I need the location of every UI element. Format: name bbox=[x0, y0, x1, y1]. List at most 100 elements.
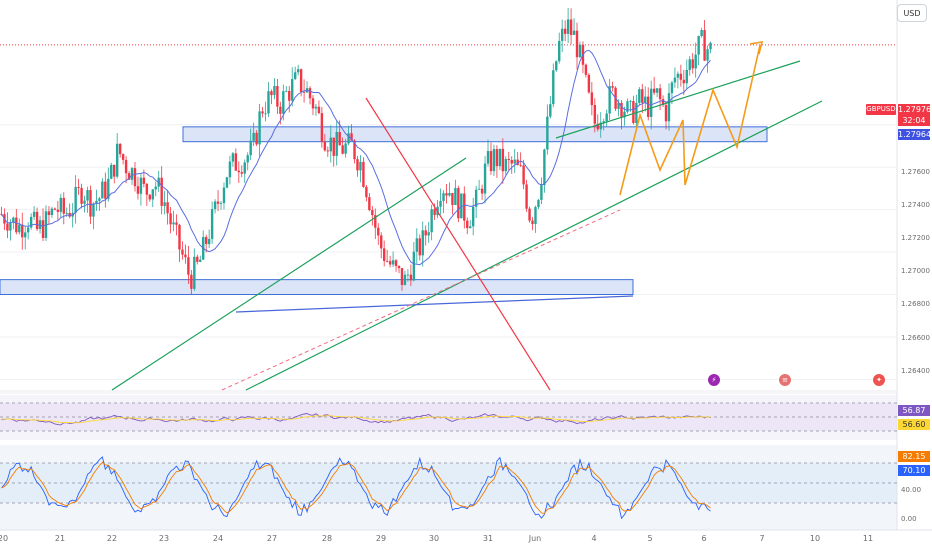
candle-body bbox=[118, 143, 122, 155]
candle-body bbox=[166, 202, 169, 214]
candle-body bbox=[308, 88, 312, 99]
candle-body bbox=[667, 93, 671, 122]
candle-body bbox=[127, 173, 131, 180]
stoch-k-badge: 82.15 bbox=[898, 451, 930, 462]
candle-body bbox=[293, 72, 297, 80]
candle-body bbox=[172, 222, 175, 225]
candle-body bbox=[575, 30, 579, 58]
candle-body bbox=[593, 105, 597, 124]
candle-body bbox=[213, 201, 217, 210]
stoch-d-badge: 70.10 bbox=[898, 465, 930, 476]
candle-body bbox=[549, 104, 552, 117]
candle-body bbox=[442, 193, 445, 201]
candle-body bbox=[501, 148, 505, 172]
candle-body bbox=[104, 181, 107, 199]
candle-body bbox=[371, 210, 374, 216]
candle-body bbox=[555, 61, 558, 71]
candle-body bbox=[424, 230, 427, 236]
candle-body bbox=[558, 40, 561, 62]
candle-body bbox=[347, 133, 350, 144]
candle-body bbox=[210, 209, 214, 239]
candle-body bbox=[21, 224, 24, 238]
candle-body bbox=[412, 251, 416, 281]
candle-body bbox=[237, 170, 241, 173]
candle-body bbox=[311, 98, 315, 109]
candle-body bbox=[670, 82, 674, 94]
candle-body bbox=[136, 186, 140, 194]
candle-body bbox=[258, 111, 261, 145]
candle-body bbox=[24, 232, 27, 238]
candle-body bbox=[385, 260, 389, 262]
candle-body bbox=[448, 193, 451, 196]
candle-body bbox=[489, 151, 493, 172]
candle-body bbox=[457, 188, 460, 219]
candle-body bbox=[406, 274, 410, 276]
candle-body bbox=[531, 220, 534, 225]
candle-body bbox=[89, 190, 92, 217]
candle-body bbox=[252, 132, 255, 141]
candle-body bbox=[59, 197, 63, 212]
candle-body bbox=[74, 186, 77, 213]
time-axis-label: 28 bbox=[321, 534, 333, 543]
candle-body bbox=[421, 230, 424, 256]
candle-body bbox=[418, 238, 421, 256]
time-axis-label: 4 bbox=[591, 534, 597, 543]
time-axis-label: 31 bbox=[482, 534, 494, 543]
candle-body bbox=[86, 190, 89, 201]
candle-body bbox=[288, 90, 291, 101]
candle-body bbox=[50, 208, 54, 215]
candle-body bbox=[6, 223, 9, 231]
candle-body bbox=[279, 106, 282, 114]
candle-body bbox=[142, 177, 146, 184]
candle-body bbox=[658, 88, 662, 100]
candle-body bbox=[243, 162, 246, 174]
candle-body bbox=[199, 259, 202, 262]
time-axis-label: 21 bbox=[54, 534, 66, 543]
candle-body bbox=[439, 200, 442, 207]
candle-body bbox=[415, 238, 419, 252]
time-axis-label: Jun bbox=[528, 534, 542, 543]
candle-body bbox=[332, 137, 335, 156]
candle-body bbox=[276, 86, 279, 107]
candle-body bbox=[225, 177, 229, 188]
candle-body bbox=[341, 145, 344, 154]
candle-body bbox=[430, 209, 433, 233]
candle-body bbox=[513, 159, 516, 164]
candle-body bbox=[569, 19, 573, 35]
candle-body bbox=[471, 206, 475, 227]
candle-body bbox=[314, 106, 318, 109]
candle-body bbox=[709, 42, 712, 50]
candle-body bbox=[80, 187, 83, 204]
candle-body bbox=[641, 89, 644, 103]
candle-body bbox=[267, 91, 270, 114]
candle-body bbox=[53, 208, 57, 210]
candle-body bbox=[228, 161, 232, 178]
candle-body bbox=[474, 189, 478, 207]
uk-flag-event-icon[interactable]: ✦ bbox=[873, 374, 885, 386]
candle-body bbox=[154, 186, 157, 190]
candle-body bbox=[184, 254, 187, 258]
currency-button[interactable]: USD bbox=[897, 4, 927, 22]
time-axis-label: 6 bbox=[701, 534, 707, 543]
candle-body bbox=[35, 211, 39, 230]
candle-body bbox=[525, 184, 528, 209]
candle-body bbox=[647, 96, 650, 117]
candle-body bbox=[338, 131, 341, 146]
candle-body bbox=[362, 161, 365, 187]
candle-body bbox=[291, 79, 294, 101]
price-axis-label: 1.26400 bbox=[901, 367, 930, 375]
candle-body bbox=[673, 77, 677, 83]
candle-body bbox=[240, 172, 243, 174]
candle-body bbox=[483, 163, 487, 194]
candle-body bbox=[477, 188, 481, 190]
time-axis-label: 23 bbox=[158, 534, 170, 543]
candle-body bbox=[26, 227, 30, 233]
candle-body bbox=[56, 209, 60, 212]
us-flag-event-icon[interactable]: ≡ bbox=[779, 374, 791, 386]
candle-body bbox=[377, 227, 380, 236]
candle-body bbox=[285, 90, 288, 92]
candle-body bbox=[394, 260, 398, 267]
flash-event-icon[interactable]: ⚡ bbox=[708, 374, 720, 386]
rsi-band bbox=[0, 403, 897, 431]
